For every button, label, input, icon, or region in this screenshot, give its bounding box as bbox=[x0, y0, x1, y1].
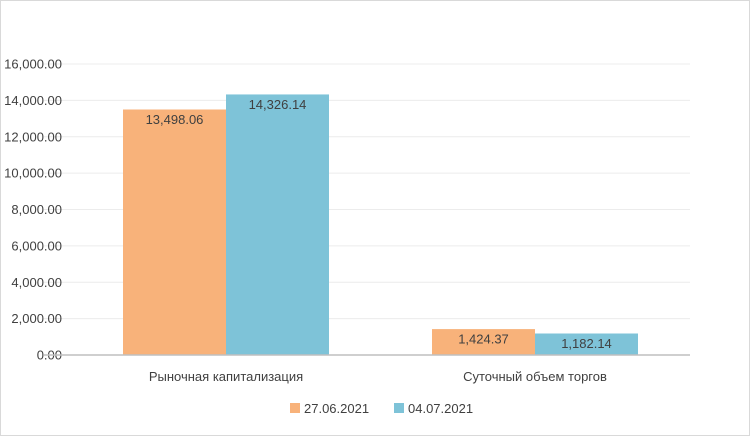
legend-label: 04.07.2021 bbox=[408, 401, 473, 416]
category-labels: Рыночная капитализация Суточный объем тор… bbox=[149, 369, 607, 384]
y-tick-label: 8,000.00 bbox=[11, 202, 62, 217]
legend-swatch bbox=[290, 403, 300, 413]
category-label: Суточный объем торгов bbox=[463, 369, 607, 384]
bars bbox=[123, 94, 638, 356]
bar-2-series-1 bbox=[432, 329, 535, 355]
category-label: Рыночная капитализация bbox=[149, 369, 303, 384]
y-tick-label: 2,000.00 bbox=[11, 311, 62, 326]
bar-1-series-1 bbox=[123, 109, 226, 356]
bar-2-series-2 bbox=[535, 333, 638, 355]
data-label: 1,182.14 bbox=[561, 336, 612, 351]
legend-swatch bbox=[394, 403, 404, 413]
y-tick-label: 14,000.00 bbox=[4, 93, 62, 108]
bar-1-series-2 bbox=[226, 94, 329, 355]
y-tick-label: 6,000.00 bbox=[11, 238, 62, 253]
y-tick-label: 16,000.00 bbox=[4, 57, 62, 72]
y-tick-label: 4,000.00 bbox=[11, 275, 62, 290]
data-labels: 13,498.06 14,326.14 1,424.37 1,182.14 bbox=[146, 97, 612, 351]
legend[interactable]: 27.06.2021 04.07.2021 bbox=[290, 401, 473, 416]
legend-label: 27.06.2021 bbox=[304, 401, 369, 416]
y-axis-tick-labels: 0.002,000.004,000.006,000.008,000.0010,0… bbox=[4, 57, 62, 363]
data-label: 13,498.06 bbox=[146, 112, 204, 127]
y-tick-label: 12,000.00 bbox=[4, 129, 62, 144]
data-label: 1,424.37 bbox=[458, 332, 509, 347]
data-label: 14,326.14 bbox=[249, 97, 307, 112]
y-tick-label: 10,000.00 bbox=[4, 166, 62, 181]
